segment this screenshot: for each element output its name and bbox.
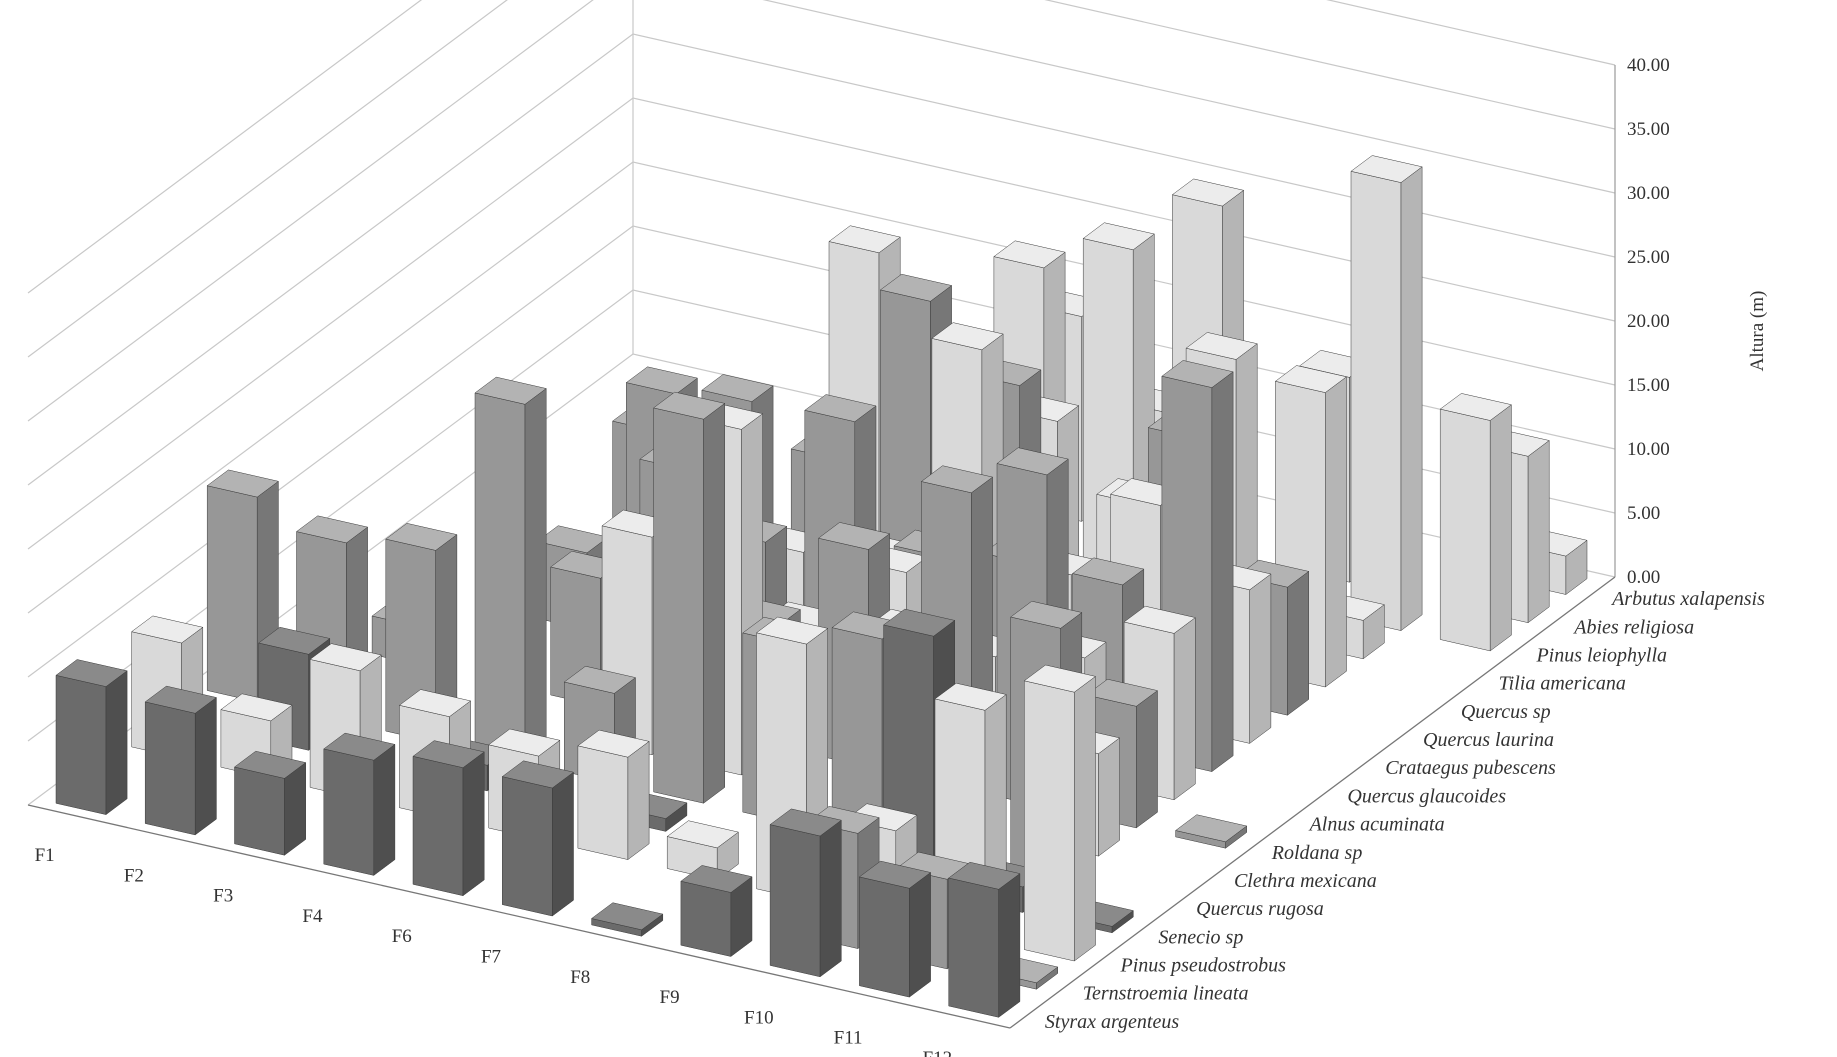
series-label: Pinus pseudostrobus <box>1120 955 1287 977</box>
gridline <box>27 0 1616 294</box>
series-label: Senecio sp <box>1158 926 1243 948</box>
x-tick-label: F9 <box>660 987 680 1008</box>
y-tick-label: 15.00 <box>1627 375 1670 396</box>
bar <box>769 808 842 978</box>
series-label: Clethra mexicana <box>1234 870 1377 892</box>
category-axis-line <box>27 804 1011 1029</box>
series-label: Crataegus pubescens <box>1385 757 1556 779</box>
bar <box>412 740 485 897</box>
y-tick-label: 5.00 <box>1627 503 1660 524</box>
x-tick-label: F1 <box>35 845 55 866</box>
bar <box>591 902 664 937</box>
x-tick-label: F10 <box>744 1007 774 1028</box>
series-label: Roldana sp <box>1271 842 1363 864</box>
series-label: Ternstroemia lineata <box>1083 983 1249 1005</box>
bar <box>858 860 932 998</box>
y-tick-label: 10.00 <box>1627 439 1670 460</box>
series-label: Arbutus xalapensis <box>1610 588 1765 610</box>
labels: 0.00 5.00 10.00 15.00 20.00 25.00 30.00 35.00 40… <box>35 55 1768 1057</box>
x-tick-label: F2 <box>124 865 144 886</box>
bar <box>474 376 547 764</box>
x-tick-label: F6 <box>392 926 412 947</box>
bar <box>144 685 217 836</box>
bar <box>1350 155 1423 632</box>
x-tick-label: F7 <box>481 947 501 968</box>
bar <box>948 861 1021 1018</box>
series-label: Tilia americana <box>1499 673 1626 695</box>
series-label: Abies religiosa <box>1572 616 1694 638</box>
bar <box>55 659 128 816</box>
series-label: Quercus laurina <box>1423 729 1554 751</box>
series-axis-line <box>1009 576 1616 1029</box>
bar <box>680 865 753 957</box>
y-tick-label: 20.00 <box>1627 311 1670 332</box>
x-tick-label: F4 <box>302 906 323 927</box>
gridline <box>27 0 1616 422</box>
y-axis-title: Altura (m) <box>1747 291 1768 372</box>
x-tick-label: F12 <box>923 1048 953 1057</box>
y-tick-label: 30.00 <box>1627 183 1670 204</box>
bars <box>55 155 1588 1018</box>
gridline <box>27 0 1616 358</box>
y-tick-label: 35.00 <box>1627 119 1670 140</box>
axes <box>27 65 1616 1029</box>
x-tick-label: F8 <box>570 967 590 988</box>
x-tick-label: F11 <box>834 1028 863 1049</box>
series-label: Styrax argenteus <box>1045 1011 1179 1033</box>
bar <box>577 729 650 861</box>
series-label: Alnus acuminata <box>1308 814 1445 836</box>
series-label: Quercus rugosa <box>1196 898 1324 920</box>
bar <box>233 750 307 856</box>
bar <box>653 391 726 804</box>
bar <box>501 760 575 917</box>
series-label: Pinus leiophylla <box>1535 644 1667 666</box>
y-tick-label: 40.00 <box>1627 55 1670 76</box>
y-tick-label: 25.00 <box>1627 247 1670 268</box>
x-tick-label: F3 <box>213 886 233 907</box>
series-label: Quercus sp <box>1461 701 1551 723</box>
bar <box>1023 664 1097 962</box>
bar <box>1439 393 1512 652</box>
bar <box>1175 814 1248 849</box>
series-label: Quercus glaucoides <box>1347 785 1506 807</box>
y-tick-label: 0.00 <box>1627 567 1660 588</box>
bar <box>323 732 396 876</box>
